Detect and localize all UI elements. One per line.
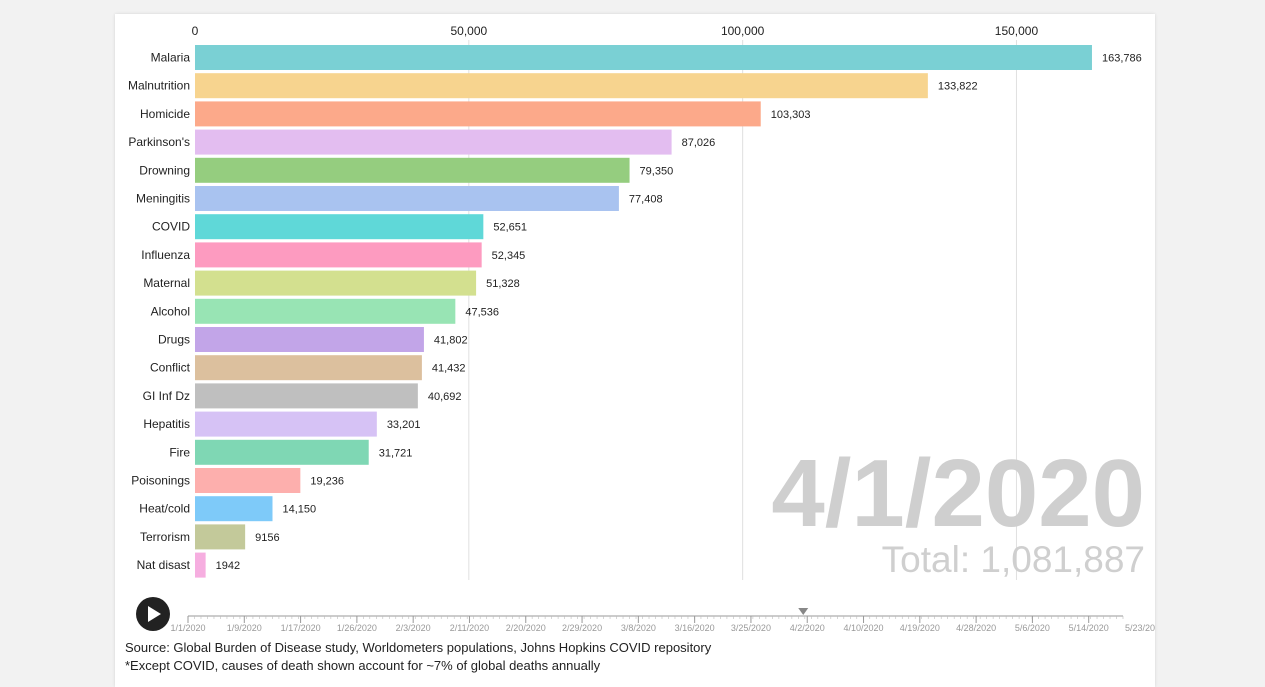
timeline-handle[interactable]: [798, 608, 809, 615]
timeline-date-label[interactable]: 3/25/2020: [731, 623, 771, 633]
bar: [195, 383, 418, 409]
bar: [195, 524, 246, 550]
x-tick-label: 0: [192, 24, 199, 38]
bar: [195, 101, 761, 127]
total-deaths: Total: 1,081,887: [882, 539, 1145, 580]
value-label: 33,201: [387, 419, 421, 431]
bar: [195, 439, 369, 465]
category-label: Fire: [169, 445, 190, 459]
category-label: Malaria: [151, 51, 191, 65]
category-label: Conflict: [150, 361, 191, 375]
category-label: COVID: [152, 220, 190, 234]
timeline-slider[interactable]: 1/1/2020 1/9/2020 1/17/2020 1/26/2020 2/3/20…: [170, 608, 1155, 633]
category-label: GI Inf Dz: [143, 389, 190, 403]
bar: [195, 468, 301, 493]
value-label: 41,432: [432, 363, 466, 375]
category-label: Meningitis: [136, 192, 190, 206]
category-label: Maternal: [143, 276, 190, 290]
category-label: Hepatitis: [143, 417, 190, 431]
category-label: Terrorism: [140, 530, 190, 544]
value-label: 77,408: [629, 194, 663, 206]
timeline-date-label[interactable]: 4/28/2020: [956, 623, 996, 633]
timeline-date-label[interactable]: 1/1/2020: [170, 623, 205, 633]
footnote-text: *Except COVID, causes of death shown acc…: [125, 658, 601, 673]
play-button[interactable]: [136, 597, 170, 631]
value-label: 52,345: [492, 250, 526, 262]
timeline-date-label[interactable]: 5/23/2020: [1125, 623, 1155, 633]
timeline-date-label[interactable]: 4/2/2020: [790, 623, 825, 633]
bar: [195, 157, 630, 183]
timeline-date-label[interactable]: 3/8/2020: [621, 623, 656, 633]
category-label: Drowning: [139, 163, 190, 177]
timeline-date-label[interactable]: 1/26/2020: [337, 623, 377, 633]
timeline-date-label[interactable]: 2/3/2020: [396, 623, 431, 633]
category-label: Drugs: [158, 333, 190, 347]
timeline-date-label[interactable]: 1/9/2020: [227, 623, 262, 633]
timeline-date-label[interactable]: 5/14/2020: [1069, 623, 1109, 633]
value-label: 87,026: [682, 137, 716, 149]
bar: [195, 129, 672, 155]
timeline-date-label[interactable]: 2/20/2020: [506, 623, 546, 633]
bar: [195, 355, 422, 381]
bar: [195, 496, 273, 522]
category-label: Parkinson's: [128, 135, 190, 149]
value-label: 1942: [216, 560, 240, 572]
source-text: Source: Global Burden of Disease study, …: [125, 640, 712, 655]
x-tick-label: 100,000: [721, 24, 765, 38]
bar: [195, 214, 484, 240]
value-label: 47,536: [465, 306, 499, 318]
footer: Source: Global Burden of Disease study, …: [125, 639, 711, 675]
category-label: Heat/cold: [139, 502, 190, 516]
bar: [195, 45, 1092, 70]
bar: [195, 186, 619, 211]
timeline-date-label[interactable]: 4/10/2020: [844, 623, 884, 633]
value-label: 79,350: [640, 165, 674, 177]
value-label: 103,303: [771, 109, 811, 121]
value-label: 133,822: [938, 81, 978, 93]
category-label: Nat disast: [137, 558, 191, 572]
bars: Malaria 163,786 Malnutrition 133,822 Homicid…: [128, 45, 1142, 578]
value-label: 9156: [255, 532, 279, 544]
category-label: Influenza: [141, 248, 190, 262]
bar: [195, 552, 206, 578]
bar-chart-race: 0 50,000 100,000 150,000 Malaria 163,786 Maln…: [128, 24, 1155, 633]
x-axis-ticks: 0 50,000 100,000 150,000: [192, 24, 1039, 38]
category-label: Homicide: [140, 107, 190, 121]
value-label: 51,328: [486, 278, 520, 290]
bar: [195, 327, 424, 352]
value-label: 40,692: [428, 391, 462, 403]
value-label: 163,786: [1102, 53, 1142, 65]
timeline-date-label[interactable]: 2/11/2020: [450, 623, 489, 633]
category-label: Poisonings: [131, 474, 190, 488]
timeline-date-label[interactable]: 5/6/2020: [1015, 623, 1050, 633]
play-icon: [148, 606, 161, 622]
value-label: 14,150: [282, 504, 316, 516]
value-label: 19,236: [310, 476, 344, 488]
x-tick-label: 50,000: [450, 24, 487, 38]
category-label: Malnutrition: [128, 79, 190, 93]
current-date: 4/1/2020: [771, 440, 1145, 547]
category-label: Alcohol: [151, 304, 190, 318]
value-label: 31,721: [379, 447, 413, 459]
timeline-date-label[interactable]: 2/29/2020: [562, 623, 602, 633]
value-label: 52,651: [493, 222, 527, 234]
x-tick-label: 150,000: [995, 24, 1039, 38]
bar: [195, 270, 477, 296]
bar: [195, 298, 456, 324]
bar: [195, 73, 928, 99]
timeline-date-label[interactable]: 1/17/2020: [281, 623, 321, 633]
bar: [195, 242, 482, 268]
chart-card: 0 50,000 100,000 150,000 Malaria 163,786 Maln…: [115, 14, 1155, 687]
timeline-date-label[interactable]: 4/19/2020: [900, 623, 940, 633]
bar: [195, 411, 377, 437]
timeline-date-label[interactable]: 3/16/2020: [675, 623, 715, 633]
value-label: 41,802: [434, 335, 468, 347]
